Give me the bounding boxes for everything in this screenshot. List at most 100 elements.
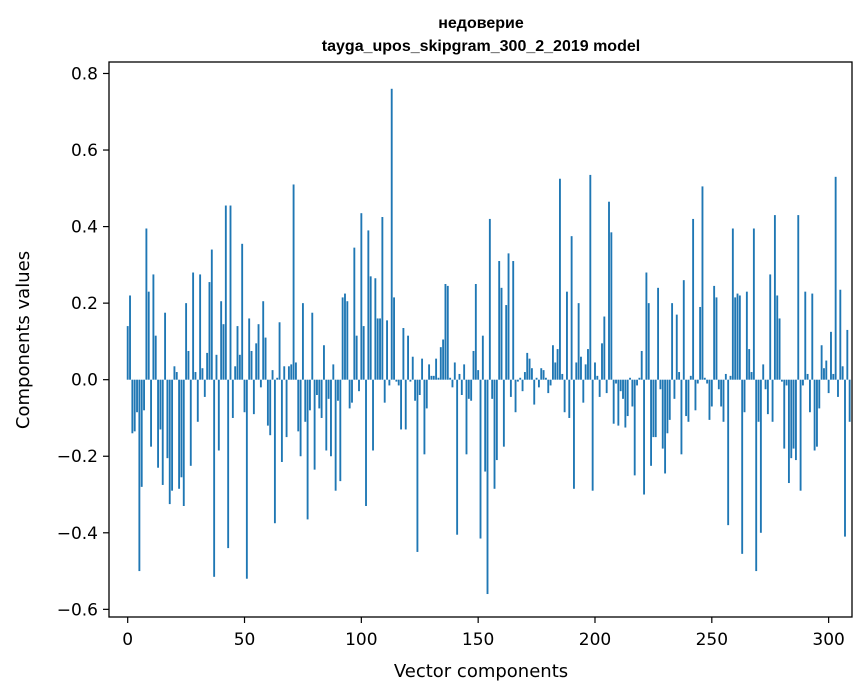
bar-component-59	[264, 337, 267, 380]
bar-component-92	[341, 297, 344, 380]
bar-component-29	[194, 372, 197, 380]
bar-component-138	[449, 377, 452, 380]
y-axis-label: Components values	[13, 251, 34, 429]
bar-component-110	[383, 379, 386, 403]
bar-component-34	[206, 352, 209, 380]
bar-component-283	[787, 379, 790, 484]
bar-component-54	[252, 379, 255, 415]
bar-component-100	[360, 213, 363, 380]
y-tick-label: 0.2	[71, 294, 98, 314]
bar-component-309	[848, 379, 851, 422]
bar-component-303	[834, 176, 837, 380]
bar-component-16	[164, 312, 167, 380]
bar-component-83	[320, 379, 323, 418]
bar-component-237	[680, 379, 683, 455]
bar-component-106	[374, 278, 377, 380]
bar-component-230	[664, 379, 667, 474]
bar-component-207	[610, 232, 613, 380]
bar-component-271	[759, 379, 762, 533]
bar-component-240	[687, 379, 690, 422]
bar-component-242	[692, 218, 695, 380]
bar-component-47	[236, 326, 239, 380]
bar-component-197	[587, 349, 589, 380]
y-axis-ticks: −0.6 −0.4 −0.2 0.0 0.2 0.4 0.6 0.8	[57, 64, 109, 620]
bar-component-1	[129, 295, 131, 380]
bar-component-248	[706, 379, 709, 384]
plot-frame	[108, 61, 853, 618]
bar-component-275	[769, 274, 772, 380]
bar-component-93	[344, 293, 346, 380]
bar-component-41	[222, 324, 225, 380]
bar-component-113	[390, 88, 393, 380]
bar-component-28	[192, 272, 195, 380]
bar-component-104	[369, 276, 372, 380]
bar-component-80	[313, 379, 316, 470]
bar-component-11	[152, 274, 155, 380]
bar-component-299	[825, 360, 828, 380]
bar-component-115	[395, 379, 398, 382]
bar-component-164	[509, 379, 512, 397]
bar-component-149	[474, 284, 477, 380]
bar-component-304	[837, 379, 839, 397]
bar-component-174	[533, 379, 536, 405]
bar-component-150	[477, 370, 480, 380]
bar-component-171	[526, 352, 529, 380]
bar-component-129	[428, 364, 431, 380]
bar-component-220	[640, 350, 643, 380]
bar-component-270	[757, 379, 760, 422]
bar-component-40	[220, 301, 223, 380]
bar-component-122	[411, 356, 414, 380]
bar-component-46	[234, 366, 237, 380]
bar-component-146	[467, 379, 470, 399]
bar-component-245	[699, 306, 702, 380]
bar-component-145	[465, 379, 468, 455]
bar-component-37	[213, 379, 216, 577]
bar-component-21	[175, 372, 178, 380]
bar-component-261	[736, 293, 739, 380]
bar-component-265	[745, 291, 748, 380]
bar-component-38	[215, 354, 218, 380]
bar-component-132	[435, 358, 438, 380]
bar-component-252	[715, 297, 718, 380]
bar-component-189	[568, 379, 571, 418]
bar-component-288	[799, 379, 802, 491]
bar-component-236	[678, 372, 681, 380]
bar-component-88	[332, 364, 335, 380]
bar-component-254	[720, 379, 723, 407]
bar-component-290	[804, 291, 807, 380]
bar-component-211	[619, 379, 622, 392]
bar-component-105	[372, 379, 374, 451]
bar-component-18	[168, 379, 171, 505]
chart-subtitle: tayga_upos_skipgram_300_2_2019 model	[322, 38, 640, 55]
bar-component-192	[575, 362, 578, 380]
bar-component-136	[444, 284, 447, 380]
bar-component-62	[271, 370, 274, 380]
y-tick-label: −0.6	[57, 600, 98, 620]
bar-component-178	[542, 370, 545, 380]
bar-component-258	[729, 375, 732, 380]
bar-component-90	[337, 379, 339, 401]
x-tick-label: 150	[462, 630, 494, 650]
bar-component-203	[601, 343, 603, 380]
bar-component-257	[727, 379, 730, 526]
bar-component-116	[397, 379, 400, 386]
bar-component-225	[652, 379, 655, 438]
bar-component-58	[262, 301, 265, 380]
bar-component-43	[227, 379, 230, 549]
bar-component-137	[446, 285, 449, 380]
bar-component-114	[393, 297, 395, 380]
y-tick-label: 0.4	[71, 218, 98, 238]
bar-component-273	[764, 379, 767, 390]
bar-component-128	[425, 379, 428, 409]
bar-component-156	[491, 379, 494, 399]
bar-component-2	[131, 379, 134, 434]
bar-component-235	[675, 314, 678, 380]
bar-component-57	[259, 379, 262, 388]
bar-component-8	[145, 228, 148, 380]
bar-component-85	[325, 379, 328, 451]
bar-component-215	[629, 377, 631, 380]
bar-component-255	[722, 379, 725, 422]
bar-component-177	[540, 368, 543, 380]
bar-component-205	[605, 379, 608, 394]
bar-component-120	[407, 335, 409, 380]
